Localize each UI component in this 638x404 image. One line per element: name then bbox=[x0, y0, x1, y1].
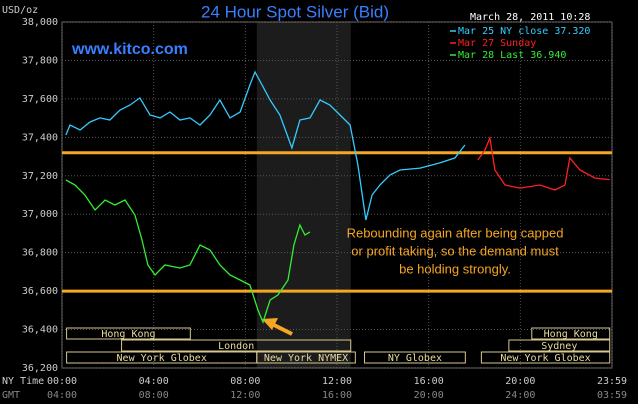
series-line bbox=[65, 70, 466, 221]
highlight-band bbox=[256, 22, 351, 368]
x-row-label: NY Time bbox=[2, 376, 44, 387]
annotation-line: Rebounding again after being capped bbox=[347, 225, 564, 240]
y-tick-label: 37,800 bbox=[22, 55, 58, 66]
series-line bbox=[65, 179, 311, 324]
gmt-tick-label: 24:00 bbox=[505, 390, 535, 401]
x-tick-label: 20:00 bbox=[505, 376, 535, 387]
session-box bbox=[66, 327, 191, 340]
chart-title: 24 Hour Spot Silver (Bid) bbox=[201, 2, 389, 21]
x-tick-label: 16:00 bbox=[414, 376, 444, 387]
watermark: www.kitco.com bbox=[71, 41, 188, 58]
legend-label: Mar 25 NY close 37.320 bbox=[458, 26, 590, 37]
series-line bbox=[477, 135, 610, 191]
y-tick-label: 37,600 bbox=[22, 94, 58, 105]
legend-label: Mar 28 Last 36.940 bbox=[458, 50, 566, 61]
x-tick-label: 04:00 bbox=[139, 376, 169, 387]
x-tick-label: 23:59 bbox=[597, 376, 627, 387]
y-tick-label: 37,400 bbox=[22, 132, 58, 143]
y-tick-label: 36,600 bbox=[22, 286, 58, 297]
gmt-tick-label: 03:59 bbox=[597, 390, 627, 401]
session-label: Hong Kong bbox=[101, 329, 155, 340]
session-box bbox=[256, 351, 356, 364]
y-tick-label: 37,000 bbox=[22, 209, 58, 220]
annotation-line: or profit taking, so the demand must bbox=[351, 243, 559, 258]
session-label: Sydney bbox=[541, 341, 577, 352]
gmt-tick-label: 12:00 bbox=[230, 390, 260, 401]
session-box bbox=[531, 327, 611, 340]
y-tick-label: 37,200 bbox=[22, 171, 58, 182]
session-label: New York NYMEX bbox=[264, 353, 348, 364]
arrow-shaft bbox=[271, 322, 293, 336]
arrow bbox=[262, 318, 293, 336]
annotation: Rebounding again after being capped or p… bbox=[347, 225, 564, 276]
x-tick-label: 08:00 bbox=[230, 376, 260, 387]
session-label: New York Globex bbox=[500, 353, 590, 364]
legend-label: Mar 27 Sunday bbox=[458, 38, 536, 49]
annotation-line: be holding strongly. bbox=[399, 261, 511, 276]
x-tick-label: 12:00 bbox=[322, 376, 352, 387]
session-label: New York Globex bbox=[117, 353, 207, 364]
y-tick-label: 36,400 bbox=[22, 325, 58, 336]
gmt-tick-label: 08:00 bbox=[139, 390, 169, 401]
gmt-tick-label: 04:00 bbox=[47, 390, 77, 401]
session-box bbox=[121, 339, 352, 352]
x-tick-label: 00:00 bbox=[47, 376, 77, 387]
gmt-tick-label: 16:00 bbox=[322, 390, 352, 401]
under-layer bbox=[61, 21, 613, 369]
y-tick-label: 36,800 bbox=[22, 248, 58, 259]
session-box bbox=[508, 339, 611, 352]
gmt-tick-label: 20:00 bbox=[414, 390, 444, 401]
y-tick-label: 38,000 bbox=[22, 17, 58, 28]
date-label: March 28, 2011 10:28 bbox=[470, 12, 590, 23]
y-axis-label: USD/oz bbox=[2, 5, 38, 16]
y-tick-label: 36,200 bbox=[22, 363, 58, 374]
session-label: NY Globex bbox=[388, 353, 442, 364]
session-box bbox=[480, 351, 611, 364]
x2-row-label: GMT bbox=[2, 390, 20, 401]
session-label: Hong Kong bbox=[544, 329, 598, 340]
arrow-head bbox=[262, 318, 278, 330]
session-label: London bbox=[218, 341, 254, 352]
session-box bbox=[364, 351, 466, 364]
